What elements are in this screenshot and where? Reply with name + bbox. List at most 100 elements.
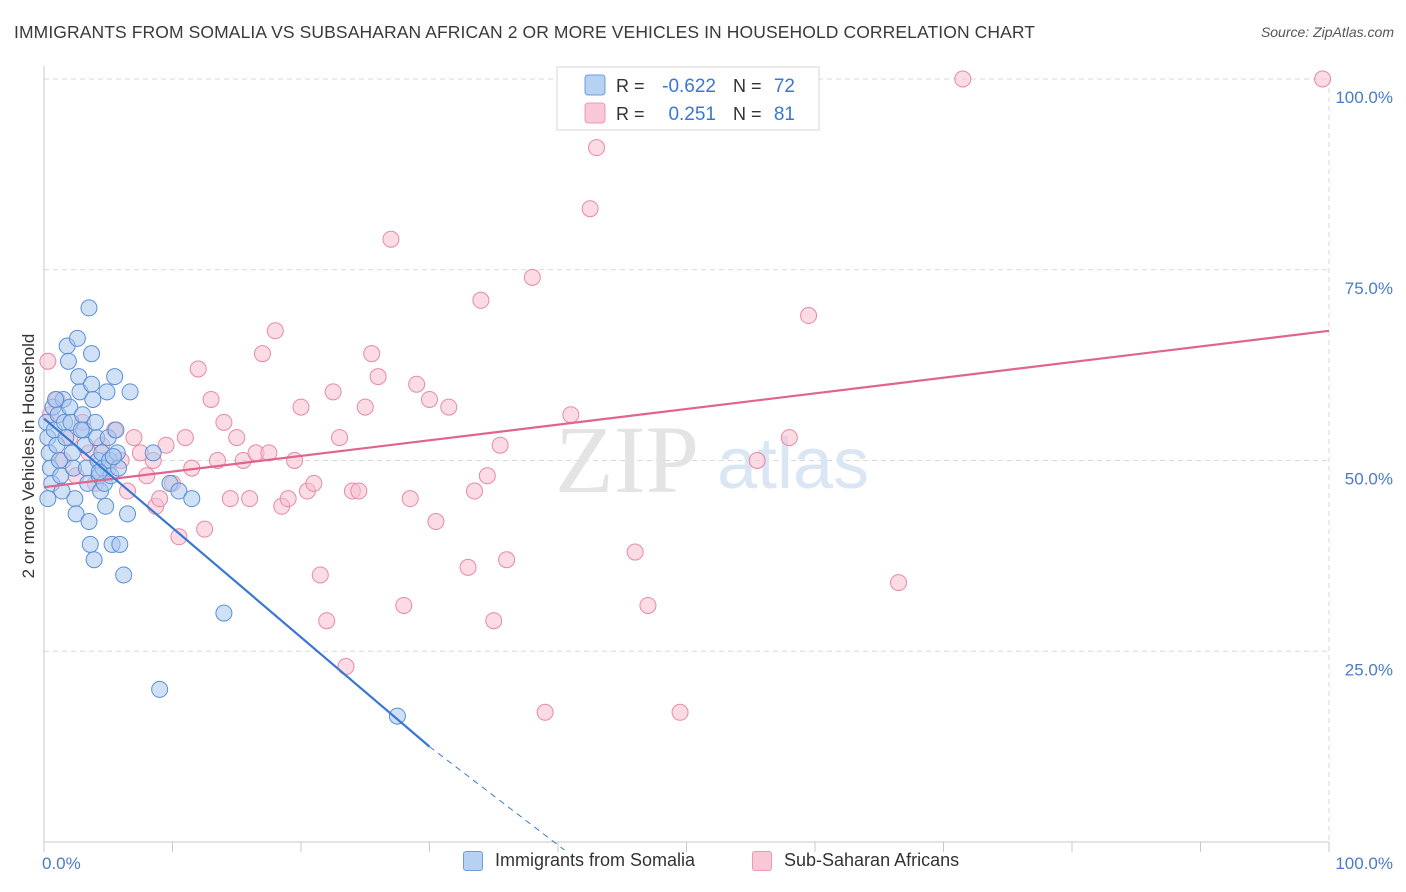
- data-point-subsaharan: [523, 268, 541, 286]
- data-point-subsaharan: [305, 474, 323, 492]
- legend-swatch-subsaharan: [584, 102, 606, 124]
- data-point-subsaharan: [472, 291, 490, 309]
- data-point-somalia: [81, 535, 99, 553]
- data-point-subsaharan: [350, 482, 368, 500]
- data-point-subsaharan: [498, 551, 516, 569]
- data-point-somalia: [97, 497, 115, 515]
- watermark: ZIP atlas: [555, 406, 869, 513]
- chart-title: IMMIGRANTS FROM SOMALIA VS SUBSAHARAN AF…: [14, 22, 1036, 42]
- legend-n-label: N =: [733, 104, 762, 124]
- data-point-subsaharan: [671, 703, 689, 721]
- data-point-subsaharan: [125, 429, 143, 447]
- legend-n-value: 72: [774, 76, 795, 97]
- data-point-somalia: [68, 329, 86, 347]
- data-point-subsaharan: [241, 490, 259, 508]
- data-point-somalia: [59, 352, 77, 370]
- x-tick-labels: 0.0% 100.0%: [42, 854, 1393, 873]
- data-point-subsaharan: [626, 543, 644, 561]
- data-point-subsaharan: [356, 398, 374, 416]
- data-point-subsaharan: [800, 307, 818, 325]
- legend-r-label: R =: [616, 104, 645, 124]
- data-point-somalia: [115, 566, 133, 584]
- data-point-somalia: [83, 375, 101, 393]
- data-point-somalia: [98, 383, 116, 401]
- legend-r-label: R =: [616, 76, 645, 96]
- data-point-somalia: [39, 490, 57, 508]
- data-point-subsaharan: [292, 398, 310, 416]
- data-point-subsaharan: [311, 566, 329, 584]
- data-point-subsaharan: [536, 703, 554, 721]
- data-point-subsaharan: [39, 352, 57, 370]
- y-tick-label: 25.0%: [1345, 660, 1393, 679]
- x-tick-label: 100.0%: [1335, 854, 1393, 873]
- data-point-somalia: [144, 444, 162, 462]
- data-point-subsaharan: [202, 390, 220, 408]
- data-point-subsaharan: [221, 490, 239, 508]
- y-tick-label: 100.0%: [1335, 88, 1393, 107]
- y-axis-label: 2 or more Vehicles in Household: [19, 334, 38, 579]
- data-point-subsaharan: [1314, 70, 1332, 88]
- data-point-subsaharan: [253, 345, 271, 363]
- data-point-subsaharan: [395, 596, 413, 614]
- data-point-somalia: [53, 482, 71, 500]
- data-point-somalia: [107, 421, 125, 439]
- data-point-subsaharan: [408, 375, 426, 393]
- data-point-subsaharan: [331, 429, 349, 447]
- data-point-subsaharan: [748, 452, 766, 469]
- data-point-subsaharan: [157, 436, 175, 454]
- source-credit: Source: ZipAtlas.com: [1260, 24, 1394, 40]
- data-point-somalia: [83, 345, 101, 363]
- data-point-subsaharan: [427, 513, 445, 531]
- data-point-subsaharan: [363, 345, 381, 363]
- bottom-legend-label: Immigrants from Somalia: [495, 850, 696, 870]
- data-point-somalia: [84, 390, 102, 408]
- data-point-subsaharan: [369, 368, 387, 386]
- data-point-somalia: [119, 505, 137, 523]
- data-point-somalia: [86, 413, 104, 431]
- legend-r-value: 0.251: [668, 104, 716, 125]
- data-point-somalia: [151, 680, 169, 698]
- data-point-somalia: [170, 482, 188, 500]
- legend-r-value: -0.622: [662, 76, 716, 97]
- bottom-legend-label: Sub-Saharan Africans: [784, 850, 960, 870]
- data-point-subsaharan: [421, 390, 438, 408]
- trend-line-subsaharan: [43, 329, 1330, 489]
- data-point-subsaharan: [228, 429, 246, 447]
- data-point-subsaharan: [485, 612, 503, 630]
- data-point-subsaharan: [215, 413, 233, 431]
- data-point-subsaharan: [562, 406, 580, 424]
- legend-swatch-somalia: [584, 74, 606, 96]
- data-point-somalia: [85, 551, 103, 569]
- y-tick-labels: 25.0% 50.0% 75.0% 100.0%: [1335, 88, 1393, 679]
- data-point-subsaharan: [491, 436, 509, 454]
- data-point-subsaharan: [465, 482, 483, 500]
- data-point-subsaharan: [639, 596, 657, 614]
- legend-swatch-somalia: [463, 850, 483, 871]
- data-point-subsaharan: [196, 520, 214, 538]
- data-point-subsaharan: [780, 429, 798, 447]
- data-point-subsaharan: [478, 467, 496, 485]
- data-point-subsaharan: [286, 452, 304, 469]
- data-point-subsaharan: [279, 490, 297, 508]
- data-point-subsaharan: [170, 528, 188, 546]
- data-point-somalia: [121, 383, 139, 401]
- data-point-subsaharan: [401, 490, 419, 508]
- data-point-subsaharan: [890, 574, 908, 592]
- data-point-somalia: [111, 535, 129, 553]
- legend-n-label: N =: [733, 76, 762, 96]
- series-somalia-points: [38, 299, 406, 725]
- data-point-subsaharan: [318, 612, 336, 630]
- data-point-somalia: [183, 490, 201, 508]
- data-point-subsaharan: [459, 558, 477, 576]
- data-point-subsaharan: [440, 398, 458, 416]
- bottom-legend: Immigrants from Somalia Sub-Saharan Afri…: [0, 850, 1406, 878]
- data-point-subsaharan: [176, 429, 194, 447]
- x-tick-label: 0.0%: [42, 854, 81, 873]
- data-point-subsaharan: [954, 70, 972, 88]
- data-point-somalia: [67, 505, 85, 523]
- legend-n-value: 81: [774, 104, 795, 125]
- trend-line-somalia-extension: [429, 746, 565, 851]
- data-point-somalia: [80, 299, 98, 317]
- data-point-subsaharan: [151, 490, 169, 508]
